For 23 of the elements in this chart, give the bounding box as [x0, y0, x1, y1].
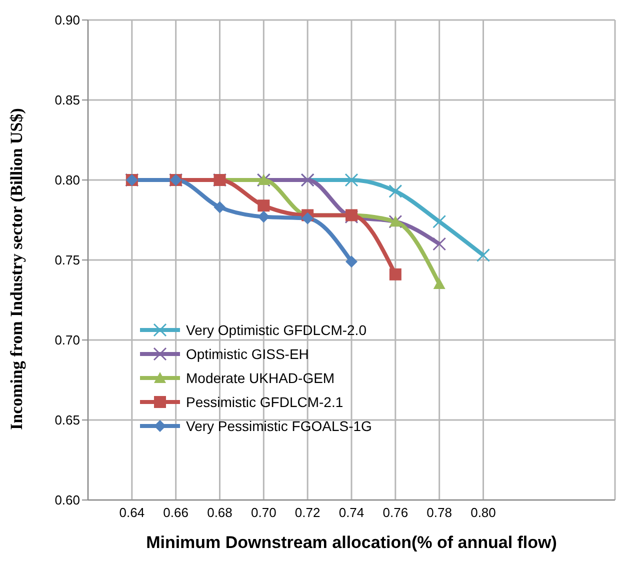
y-tick-label: 0.90 — [54, 12, 80, 28]
x-tick-label: 0.70 — [251, 505, 276, 520]
y-tick-label: 0.65 — [54, 412, 80, 428]
legend-label: Pessimistic GFDLCM-2.1 — [186, 394, 344, 410]
y-axis-title: Incoming from Industry sector (Billion US$) — [7, 108, 26, 430]
y-tick-label: 0.70 — [54, 332, 80, 348]
y-tick-label: 0.75 — [54, 252, 80, 268]
x-tick-label: 0.68 — [207, 505, 232, 520]
legend-label: Very Pessimistic FGOALS-1G — [186, 418, 372, 434]
x-tick-label: 0.78 — [426, 505, 452, 520]
x-tick-label: 0.76 — [382, 505, 408, 520]
legend-label: Moderate UKHAD-GEM — [186, 370, 335, 386]
x-tick-label: 0.80 — [470, 505, 496, 520]
x-tick-label: 0.74 — [338, 505, 364, 520]
y-tick-label: 0.80 — [54, 172, 80, 188]
x-tick-label: 0.72 — [294, 505, 320, 520]
y-tick-label: 0.60 — [54, 492, 80, 508]
legend-label: Optimistic GISS-EH — [186, 346, 309, 362]
x-tick-label: 0.64 — [119, 505, 145, 520]
x-axis-title: Minimum Downstream allocation(% of annual flow) — [146, 533, 557, 552]
y-tick-label: 0.85 — [54, 92, 80, 108]
legend-label: Very Optimistic GFDLCM-2.0 — [186, 322, 366, 338]
x-tick-label: 0.66 — [163, 505, 188, 520]
